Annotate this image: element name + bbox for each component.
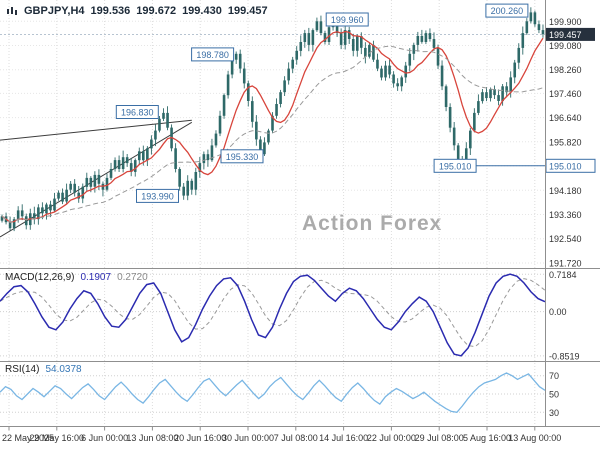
svg-text:197.460: 197.460 (549, 89, 582, 99)
price-axis: 199.900 199.080 198.260 197.460 196.640 195.8… (545, 17, 596, 269)
symbol-label: GBPJPY,H4 (24, 5, 85, 17)
svg-text:13 Jun 08:00: 13 Jun 08:00 (126, 433, 178, 443)
rsi-value: 54.0378 (45, 364, 82, 375)
svg-text:22 Jul 00:00: 22 Jul 00:00 (367, 433, 416, 443)
svg-text:22 May 2025: 22 May 2025 (2, 433, 54, 443)
symbol-info: GBPJPY,H4 199.536 199.672 199.430 199.45… (6, 5, 268, 17)
svg-text:196.830: 196.830 (121, 108, 154, 118)
macd-indicator-label: MACD(12,26,9) 0.1907 0.2720 (5, 272, 148, 283)
grid-lines (0, 0, 545, 426)
moving-averages (1, 30, 544, 223)
rsi-indicator-label: RSI(14) 54.0378 (5, 364, 82, 375)
macd-value: 0.1907 (80, 272, 112, 283)
ohlc-low: 199.430 (182, 5, 222, 17)
svg-text:14 Jul 16:00: 14 Jul 16:00 (319, 433, 368, 443)
svg-text:199.900: 199.900 (549, 17, 582, 27)
svg-text:194.180: 194.180 (549, 186, 582, 196)
svg-text:199.080: 199.080 (549, 41, 582, 51)
svg-text:195.820: 195.820 (549, 137, 582, 147)
svg-text:193.360: 193.360 (549, 210, 582, 220)
trendlines (0, 119, 545, 238)
svg-text:6 Jun 00:00: 6 Jun 00:00 (81, 433, 128, 443)
watermark: Action Forex (302, 212, 443, 235)
rsi-name: RSI(14) (5, 364, 40, 375)
swing-price-labels: 196.830 193.990 198.780 195.330 199.960 195.0… (115, 3, 529, 203)
svg-text:198.260: 198.260 (549, 65, 582, 75)
svg-text:70: 70 (549, 371, 559, 381)
svg-text:193.990: 193.990 (141, 191, 174, 201)
ohlc-high: 199.672 (136, 5, 177, 17)
svg-text:0.7184: 0.7184 (549, 270, 577, 280)
macd-signal: 0.2720 (117, 272, 148, 283)
svg-text:199.960: 199.960 (331, 15, 364, 25)
chart-icon (7, 6, 17, 15)
svg-text:198.780: 198.780 (196, 50, 229, 60)
panel-separators (0, 0, 600, 427)
svg-text:30: 30 (549, 408, 559, 418)
svg-text:199.457: 199.457 (549, 30, 582, 40)
svg-text:5 Aug 16:00: 5 Aug 16:00 (463, 433, 511, 443)
svg-text:20 Jun 16:00: 20 Jun 16:00 (174, 433, 226, 443)
candlesticks (0, 7, 545, 232)
svg-text:29 Jul 08:00: 29 Jul 08:00 (415, 433, 464, 443)
svg-text:-0.8519: -0.8519 (549, 351, 580, 361)
svg-text:29 May 16:00: 29 May 16:00 (30, 433, 85, 443)
macd-name: MACD(12,26,9) (5, 272, 75, 283)
rsi-panel: 70 50 30 (0, 371, 559, 418)
svg-text:200.260: 200.260 (491, 6, 524, 16)
svg-text:192.540: 192.540 (549, 234, 582, 244)
ohlc-close: 199.457 (227, 5, 268, 17)
ohlc-open: 199.536 (90, 5, 131, 17)
svg-text:195.010: 195.010 (439, 161, 472, 171)
svg-text:30 Jun 00:00: 30 Jun 00:00 (222, 433, 274, 443)
svg-text:196.640: 196.640 (549, 113, 582, 123)
svg-text:0.00: 0.00 (549, 307, 567, 317)
svg-text:195.010: 195.010 (549, 161, 582, 171)
svg-text:191.720: 191.720 (549, 259, 582, 269)
macd-panel: 0.7184 0.00 -0.8519 (0, 270, 580, 361)
svg-text:195.330: 195.330 (226, 152, 259, 162)
svg-text:13 Aug 00:00: 13 Aug 00:00 (508, 433, 561, 443)
svg-text:50: 50 (549, 390, 559, 400)
svg-text:7 Jul 08:00: 7 Jul 08:00 (274, 433, 318, 443)
